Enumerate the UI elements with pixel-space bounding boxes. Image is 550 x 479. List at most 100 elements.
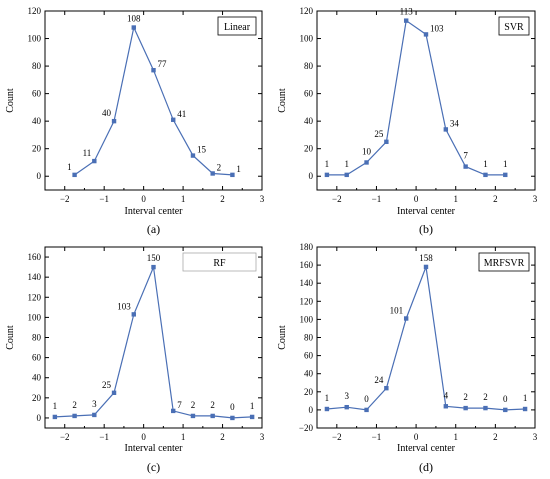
data-point	[111, 390, 117, 396]
series-line	[326, 264, 526, 411]
x-tick-label: 3	[533, 194, 538, 204]
y-tick-label: 80	[304, 61, 314, 71]
y-tick-label: 80	[304, 333, 314, 343]
x-tick-label: −1	[99, 194, 109, 204]
data-point	[92, 158, 97, 164]
y-tick-label: 120	[28, 292, 42, 302]
data-point	[344, 172, 349, 178]
data-label: 7	[177, 400, 182, 410]
data-point	[210, 413, 215, 419]
legend-label: Linear	[224, 22, 251, 33]
data-label: 25	[102, 380, 112, 390]
y-tick-label: 0	[309, 171, 314, 181]
data-label: 0	[503, 394, 508, 404]
data-point	[403, 316, 409, 321]
series-line	[74, 25, 233, 176]
data-point	[443, 404, 449, 409]
y-axis-label: Count	[5, 88, 16, 113]
data-point	[92, 412, 97, 418]
x-tick-label: 2	[493, 194, 498, 204]
data-point	[131, 25, 136, 30]
x-tick-label: 0	[141, 432, 146, 442]
data-label: 1	[250, 401, 255, 411]
y-tick-label: 40	[32, 116, 42, 126]
y-tick-label: 20	[304, 387, 314, 397]
y-tick-label: 160	[300, 260, 314, 270]
data-label: 15	[197, 145, 207, 155]
data-point	[72, 172, 77, 178]
data-label: 2	[210, 400, 215, 410]
data-label: 4	[444, 390, 449, 400]
chart-panel-4: −2 −1 0 1 2 3−20020406080100120140160180Inter…	[277, 242, 538, 474]
y-tick-label: 100	[28, 34, 42, 44]
data-point	[364, 407, 369, 413]
x-tick-label: 1	[181, 432, 186, 442]
panel-caption: (b)	[419, 222, 433, 236]
data-label: 103	[430, 23, 444, 33]
y-axis-label: Count	[277, 88, 288, 113]
data-point	[443, 127, 449, 132]
data-point	[131, 312, 136, 317]
y-tick-label: 100	[300, 314, 314, 324]
x-tick-label: 2	[493, 432, 498, 442]
y-tick-label: 40	[304, 116, 314, 126]
data-label: 1	[523, 393, 528, 403]
data-label: 7	[463, 151, 468, 161]
y-tick-label: 20	[304, 144, 314, 154]
data-label: 2	[72, 400, 77, 410]
data-point	[483, 405, 488, 411]
data-point	[463, 405, 468, 411]
data-point	[72, 413, 77, 419]
legend-label: MRFSVR	[484, 258, 525, 269]
data-point	[171, 117, 176, 122]
data-label: 2	[191, 400, 196, 410]
data-point	[522, 406, 528, 412]
data-label: 11	[83, 148, 92, 158]
legend-label: SVR	[504, 22, 524, 33]
x-tick-label: 0	[141, 194, 146, 204]
x-tick-label: −2	[60, 194, 70, 204]
data-point	[230, 415, 235, 421]
x-tick-label: 3	[260, 194, 265, 204]
y-tick-label: 160	[28, 252, 42, 262]
data-point	[364, 160, 369, 165]
data-point	[503, 407, 508, 413]
x-tick-label: 1	[453, 432, 458, 442]
y-tick-label: 0	[37, 413, 42, 423]
data-label: 3	[344, 391, 349, 401]
data-label: 103	[117, 301, 131, 311]
data-label: 2	[483, 392, 488, 402]
x-tick-label: 1	[181, 194, 186, 204]
y-axis-label: Count	[5, 325, 16, 350]
data-label: 1	[325, 159, 330, 169]
data-point	[111, 118, 117, 124]
data-label: 1	[483, 159, 488, 169]
data-label: 1	[344, 159, 349, 169]
data-label: 113	[400, 7, 414, 17]
y-tick-label: 40	[32, 373, 42, 383]
x-axis-label: Interval center	[397, 206, 456, 217]
data-point	[344, 404, 349, 410]
x-axis-label: Interval center	[397, 443, 456, 454]
data-point	[403, 18, 409, 23]
x-tick-label: 0	[414, 194, 419, 204]
x-tick-label: −1	[99, 432, 109, 442]
plot-frame	[44, 10, 263, 191]
y-tick-label: 180	[300, 242, 314, 252]
data-point	[384, 139, 389, 145]
data-point	[230, 172, 235, 178]
chart-panel-2: −2 −1 0 1 2 3 0 20 40 60 80 100 120 Interval center Co…	[277, 6, 538, 236]
data-label: 1	[53, 401, 58, 411]
panel-caption: (a)	[147, 222, 160, 236]
chart-panel-1: −2 −1 0 1 2 3 0 20 40 60 80 100 120 Interval center Co…	[5, 6, 265, 236]
data-point	[324, 172, 330, 178]
data-label: 158	[419, 253, 433, 263]
data-label: 1	[236, 164, 241, 174]
data-point	[324, 406, 330, 412]
x-tick-label: −1	[372, 194, 382, 204]
panel-caption: (d)	[419, 460, 433, 474]
y-tick-label: 100	[28, 312, 42, 322]
y-tick-label: 80	[32, 61, 42, 71]
